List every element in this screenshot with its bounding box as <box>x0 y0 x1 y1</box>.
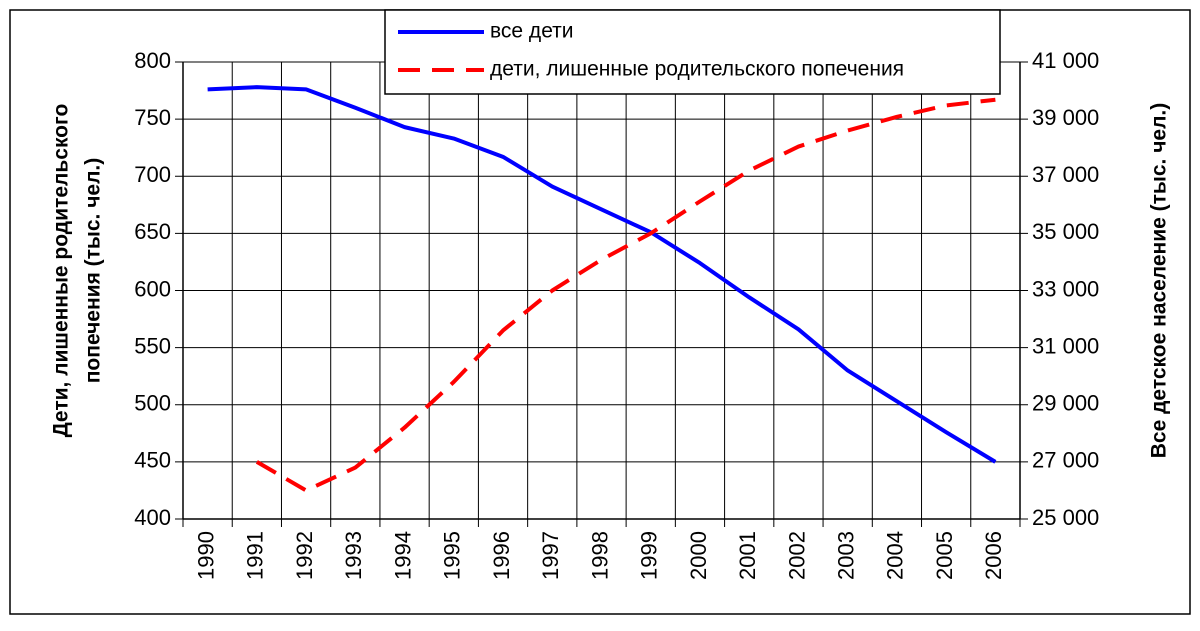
x-tick-label: 1993 <box>341 531 366 580</box>
y-axis-title: попечения (тыс. чел.) <box>82 158 105 384</box>
y2-tick-label: 37 000 <box>1032 162 1099 187</box>
x-tick-label: 1992 <box>292 531 317 580</box>
x-tick-label: 2005 <box>932 531 957 580</box>
y-tick-label: 500 <box>134 391 171 416</box>
y-tick-label: 800 <box>134 48 171 73</box>
y-tick-label: 650 <box>134 219 171 244</box>
x-tick-label: 1998 <box>587 531 612 580</box>
y2-tick-label: 27 000 <box>1032 448 1099 473</box>
x-tick-label: 1997 <box>538 531 563 580</box>
y2-tick-label: 33 000 <box>1032 276 1099 301</box>
x-tick-label: 2000 <box>686 531 711 580</box>
y-tick-label: 600 <box>134 276 171 301</box>
y-tick-label: 400 <box>134 505 171 530</box>
chart-border <box>9 9 1191 615</box>
x-tick-label: 2003 <box>833 531 858 580</box>
y2-tick-label: 29 000 <box>1032 391 1099 416</box>
x-tick-label: 1991 <box>243 531 268 580</box>
x-tick-label: 2001 <box>735 531 760 580</box>
y2-axis-title: Все детское население (тыс. чел.) <box>1148 103 1171 459</box>
x-tick-label: 1994 <box>390 531 415 580</box>
y2-tick-label: 25 000 <box>1032 505 1099 530</box>
y-tick-label: 750 <box>134 105 171 130</box>
x-tick-label: 1999 <box>637 531 662 580</box>
y2-tick-label: 39 000 <box>1032 105 1099 130</box>
x-tick-label: 2002 <box>784 531 809 580</box>
x-tick-label: 1995 <box>440 531 465 580</box>
series-line <box>207 85 997 464</box>
y2-tick-label: 41 000 <box>1032 48 1099 73</box>
y-tick-label: 700 <box>134 162 171 187</box>
y-axis-title: Дети, лишенные родительского <box>50 104 73 438</box>
x-tick-label: 2004 <box>883 531 908 580</box>
x-tick-label: 1996 <box>489 531 514 580</box>
y-tick-label: 550 <box>134 333 171 358</box>
y2-tick-label: 35 000 <box>1032 219 1099 244</box>
x-tick-label: 2006 <box>981 531 1006 580</box>
legend-box <box>384 9 1001 95</box>
series-line <box>255 97 996 493</box>
x-tick-label: 1990 <box>193 531 218 580</box>
y-tick-label: 450 <box>134 448 171 473</box>
y2-tick-label: 31 000 <box>1032 333 1099 358</box>
legend-label: дети, лишенные родительского попечения <box>490 58 904 81</box>
legend-label: все дети <box>490 20 574 43</box>
